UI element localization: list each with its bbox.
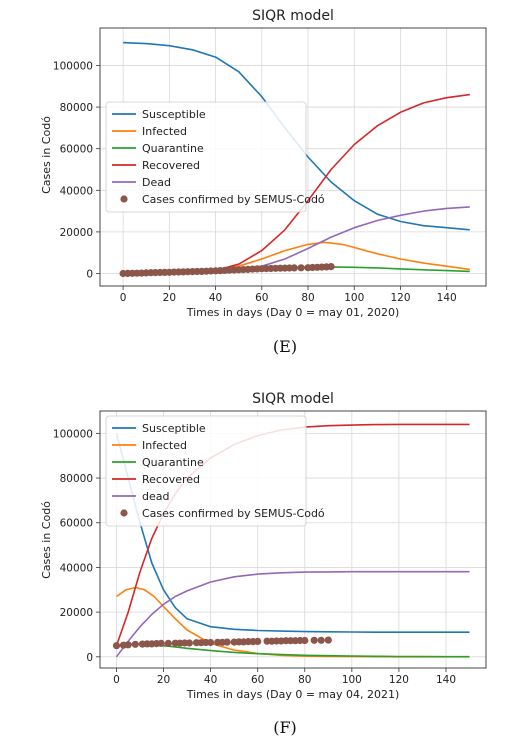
- x-tick-label: 20: [163, 292, 176, 304]
- confirmed-case-point: [290, 264, 298, 272]
- x-tick-label: 40: [204, 674, 217, 686]
- chart-panel-f: 0 20 40 60 80 100 120 140 0 20000 40000 60000 80000…: [40, 391, 487, 737]
- y-axis-label: Cases in Codó: [40, 116, 53, 194]
- x-tick-label: 120: [390, 292, 410, 304]
- confirmed-case-point: [324, 636, 332, 644]
- y-axis-ticks: 0 20000 40000 60000 80000 100000: [53, 60, 100, 281]
- x-tick-label: 120: [389, 674, 409, 686]
- x-tick-label: 0: [120, 292, 127, 304]
- y-tick-label: 40000: [60, 562, 93, 574]
- legend: Susceptible Infected Quarantine Recovered de…: [105, 415, 325, 527]
- x-axis-ticks: 0 20 40 60 80 100 120 140: [120, 286, 457, 304]
- x-tick-label: 60: [255, 292, 268, 304]
- x-tick-label: 0: [113, 674, 120, 686]
- y-tick-label: 20000: [60, 227, 93, 239]
- chart-title: SIQR model: [252, 8, 334, 24]
- x-axis-label: Times in days (Day 0 = may 01, 2020): [186, 306, 400, 319]
- legend: Susceptible Infected Quarantine Recovered De…: [105, 101, 325, 213]
- confirmed-case-point: [124, 641, 132, 649]
- x-tick-label: 140: [436, 674, 456, 686]
- x-axis-ticks: 0 20 40 60 80 100 120 140: [113, 668, 456, 686]
- panel-caption: (F): [273, 718, 297, 737]
- y-tick-label: 0: [86, 652, 93, 664]
- series-line-dead: [115, 570, 470, 658]
- y-axis-ticks: 0 20000 40000 60000 80000 100000: [53, 428, 100, 664]
- plot-frame: [99, 410, 487, 669]
- y-tick-label: 0: [86, 269, 93, 281]
- y-tick-label: 60000: [60, 144, 93, 156]
- confirmed-case-point: [327, 263, 335, 271]
- legend-label: Quarantine: [142, 142, 204, 155]
- confirmed-case-point: [207, 638, 215, 647]
- y-tick-label: 80000: [60, 102, 93, 114]
- legend-swatch: [120, 509, 128, 517]
- legend-label: dead: [142, 490, 169, 503]
- confirmed-case-point: [131, 640, 139, 648]
- legend-label: Infected: [142, 125, 187, 138]
- x-axis-label: Times in days (Day 0 = may 04, 2021): [186, 688, 400, 701]
- confirmed-case-point: [112, 642, 121, 650]
- confirmed-case-point: [310, 636, 318, 644]
- chart-panel-e: 0 20 40 60 80 100 120 140 0 20000 40000 60000 80000…: [40, 8, 487, 356]
- series-line-susceptible: [115, 433, 470, 633]
- confirmed-cases-points: [112, 636, 332, 650]
- y-tick-label: 100000: [53, 60, 93, 72]
- legend-label: Susceptible: [142, 422, 206, 435]
- x-tick-label: 20: [157, 674, 170, 686]
- legend-swatch: [120, 195, 128, 203]
- confirmed-case-point: [254, 637, 262, 646]
- y-tick-label: 20000: [60, 607, 93, 619]
- confirmed-case-point: [185, 639, 193, 647]
- x-tick-label: 60: [251, 674, 264, 686]
- confirmed-case-point: [317, 636, 325, 644]
- confirmed-case-point: [164, 639, 172, 648]
- legend-box: [105, 101, 307, 213]
- legend-label: Recovered: [142, 159, 200, 172]
- plot-frame: [99, 27, 487, 287]
- chart-title: SIQR model: [252, 391, 334, 407]
- confirmed-case-point: [297, 264, 305, 272]
- plot-area-border: [99, 410, 487, 669]
- legend-label: Dead: [142, 176, 171, 189]
- x-tick-label: 80: [301, 292, 314, 304]
- x-tick-label: 100: [344, 292, 364, 304]
- x-tick-label: 100: [342, 674, 362, 686]
- confirmed-case-point: [301, 636, 309, 645]
- series-line-dead: [123, 206, 470, 275]
- y-tick-label: 80000: [60, 473, 93, 485]
- confirmed-case-point: [157, 639, 165, 648]
- y-tick-label: 100000: [53, 428, 93, 440]
- legend-label: Infected: [142, 439, 187, 452]
- x-tick-label: 80: [298, 674, 311, 686]
- legend-label: Cases confirmed by SEMUS-Codó: [142, 507, 325, 520]
- plot-area-border: [99, 27, 487, 287]
- y-tick-label: 60000: [60, 518, 93, 530]
- x-tick-label: 40: [209, 292, 222, 304]
- confirmed-case-point: [223, 638, 231, 646]
- legend-label: Quarantine: [142, 456, 204, 469]
- y-axis-label: Cases in Codó: [40, 501, 53, 579]
- legend-label: Susceptible: [142, 108, 206, 121]
- panel-caption: (E): [273, 337, 297, 356]
- x-tick-label: 140: [437, 292, 457, 304]
- legend-box: [105, 415, 307, 527]
- y-tick-label: 40000: [60, 185, 93, 197]
- legend-label: Recovered: [142, 473, 200, 486]
- legend-label: Cases confirmed by SEMUS-Codó: [142, 193, 325, 206]
- confirmed-cases-points: [119, 263, 335, 278]
